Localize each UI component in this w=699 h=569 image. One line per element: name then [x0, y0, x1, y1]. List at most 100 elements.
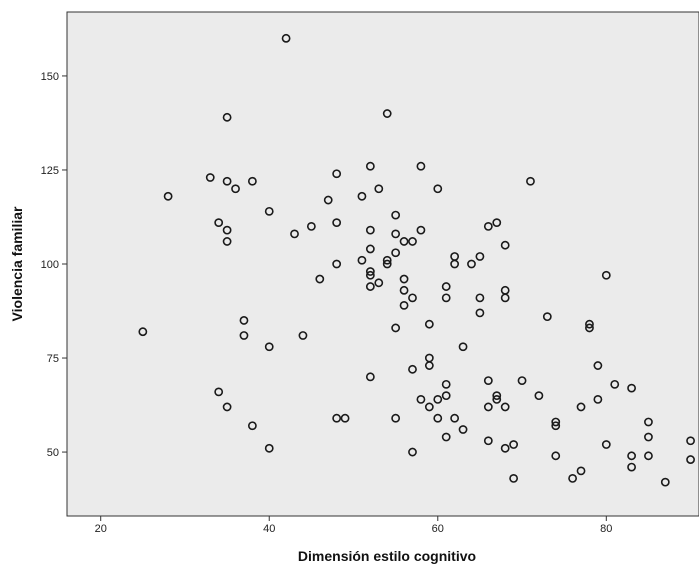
- data-point: [467, 259, 476, 269]
- data-point: [399, 274, 409, 284]
- data-point: [214, 387, 224, 397]
- data-point: [399, 300, 409, 310]
- data-point: [534, 391, 544, 401]
- data-point: [686, 455, 695, 464]
- data-point: [332, 413, 342, 423]
- data-point: [433, 184, 443, 194]
- data-point: [332, 218, 342, 228]
- x-axis: 20 40 60 80: [95, 516, 612, 535]
- data-point: [306, 221, 316, 231]
- x-tick-label: 40: [263, 523, 275, 535]
- data-point: [416, 225, 426, 235]
- data-point: [264, 443, 274, 453]
- data-point: [399, 285, 409, 295]
- x-tick-label: 60: [432, 523, 444, 535]
- data-point: [450, 259, 460, 269]
- data-point: [391, 229, 401, 239]
- data-point: [374, 278, 384, 288]
- data-point: [585, 323, 594, 333]
- data-point: [264, 206, 274, 216]
- data-point: [365, 282, 375, 291]
- data-point: [627, 462, 636, 472]
- data-point: [433, 413, 443, 423]
- data-point: [441, 379, 451, 389]
- data-point: [610, 379, 620, 389]
- data-point: [585, 319, 594, 329]
- data-point: [492, 391, 502, 401]
- data-point: [660, 477, 670, 487]
- data-point: [551, 451, 561, 461]
- data-point: [247, 421, 257, 431]
- data-point: [357, 191, 367, 201]
- data-point: [408, 293, 417, 303]
- y-tick-label: 125: [41, 165, 59, 177]
- data-point: [475, 308, 485, 318]
- data-point: [500, 240, 510, 250]
- y-tick-label: 75: [47, 353, 59, 365]
- data-point: [517, 376, 527, 385]
- data-point: [332, 259, 342, 269]
- data-point: [601, 270, 611, 280]
- data-point: [441, 282, 451, 291]
- data-point: [483, 221, 493, 231]
- data-point: [576, 466, 586, 476]
- points-layer: [138, 33, 695, 487]
- data-point: [424, 361, 434, 370]
- data-point: [500, 443, 510, 453]
- data-point: [382, 109, 392, 118]
- data-point: [686, 436, 695, 446]
- data-point: [441, 391, 451, 401]
- data-point: [391, 413, 401, 423]
- y-axis: 50 75 100 125 150: [41, 71, 67, 459]
- data-point: [408, 237, 417, 246]
- data-point: [222, 225, 232, 235]
- data-point: [416, 161, 426, 171]
- data-point: [214, 218, 224, 228]
- data-point: [408, 364, 417, 374]
- data-point: [441, 432, 451, 442]
- data-point: [298, 331, 308, 340]
- data-point: [593, 395, 603, 404]
- data-point: [551, 421, 561, 431]
- data-point: [374, 184, 384, 194]
- data-point: [222, 402, 232, 412]
- data-point: [601, 440, 611, 449]
- y-tick-label: 50: [47, 447, 59, 459]
- data-point: [222, 176, 232, 186]
- data-point: [365, 267, 375, 276]
- data-point: [264, 342, 274, 352]
- data-point: [365, 270, 375, 280]
- x-axis-title: Dimensión estilo cognitivo: [298, 548, 476, 564]
- data-point: [239, 316, 249, 325]
- data-point: [424, 319, 434, 329]
- data-point: [500, 402, 510, 412]
- x-tick-label: 80: [600, 523, 612, 535]
- data-point: [231, 184, 240, 194]
- data-point: [483, 436, 493, 446]
- data-point: [416, 395, 426, 404]
- data-point: [526, 176, 535, 186]
- data-point: [399, 237, 409, 246]
- data-point: [391, 210, 401, 220]
- data-point: [458, 342, 468, 352]
- data-point: [551, 417, 561, 427]
- data-point: [382, 255, 392, 265]
- data-point: [247, 176, 257, 186]
- data-point: [492, 395, 502, 404]
- data-point: [568, 473, 577, 483]
- data-point: [391, 248, 401, 258]
- data-point: [644, 432, 653, 442]
- data-point: [644, 417, 653, 427]
- data-point: [509, 440, 519, 449]
- data-point: [627, 383, 636, 393]
- data-point: [332, 169, 342, 179]
- y-axis-title: Violencia familiar: [9, 206, 25, 321]
- data-point: [222, 112, 232, 122]
- y-tick-label: 150: [41, 71, 59, 83]
- data-point: [391, 323, 401, 333]
- data-point: [205, 173, 215, 182]
- data-point: [576, 402, 586, 412]
- data-point: [357, 255, 367, 265]
- data-point: [424, 402, 434, 412]
- data-point: [365, 161, 375, 171]
